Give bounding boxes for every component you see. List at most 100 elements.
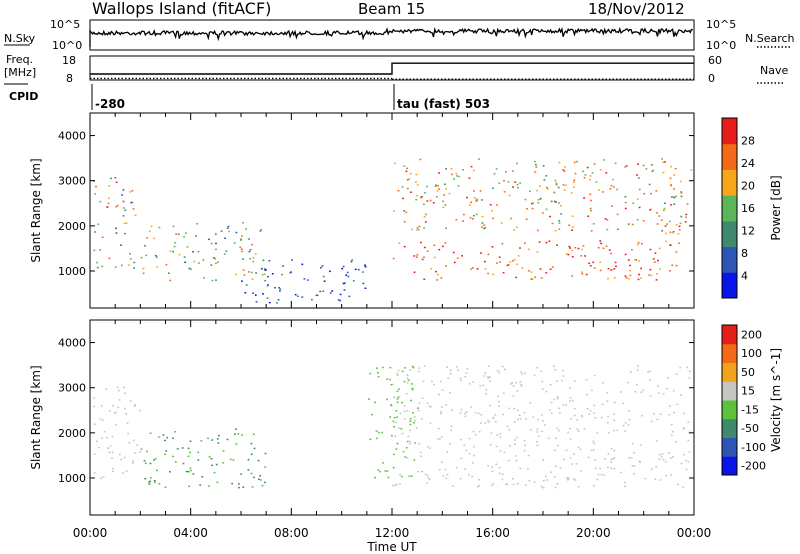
data-cell xyxy=(96,440,98,443)
data-cell xyxy=(297,295,299,297)
data-cell xyxy=(409,418,412,420)
data-cell xyxy=(504,368,506,371)
data-cell xyxy=(434,185,437,187)
data-cell xyxy=(125,470,128,472)
data-cell xyxy=(492,217,494,220)
data-cell xyxy=(685,216,687,218)
data-cell xyxy=(674,167,677,170)
data-cell xyxy=(515,381,517,384)
data-cell xyxy=(568,245,571,248)
data-cell xyxy=(613,419,615,421)
data-cell xyxy=(426,474,429,477)
data-cell xyxy=(435,196,438,198)
data-cell xyxy=(120,244,122,246)
data-cell xyxy=(423,203,425,205)
data-cell xyxy=(259,475,262,477)
data-cell xyxy=(509,445,511,447)
data-cell xyxy=(158,226,161,229)
data-cell xyxy=(422,380,425,383)
data-cell xyxy=(255,301,258,303)
data-cell xyxy=(403,410,406,413)
data-cell xyxy=(480,252,482,254)
data-cell xyxy=(664,161,666,163)
data-cell xyxy=(268,301,271,304)
data-cell xyxy=(514,421,516,423)
data-cell xyxy=(144,245,146,247)
data-cell xyxy=(428,447,431,449)
colorbar-tick-label: 4 xyxy=(741,270,748,283)
data-cell xyxy=(495,463,498,465)
data-cell xyxy=(547,437,550,440)
data-cell xyxy=(652,413,655,415)
colorbar-segment xyxy=(722,325,737,345)
data-cell xyxy=(395,483,398,486)
data-cell xyxy=(520,371,522,373)
data-cell xyxy=(581,248,584,251)
data-cell xyxy=(406,374,409,376)
data-cell xyxy=(614,261,617,264)
data-cell xyxy=(492,273,495,276)
data-cell xyxy=(657,385,659,387)
data-cell xyxy=(450,429,452,432)
data-cell xyxy=(125,222,128,224)
colorbar-frame xyxy=(721,117,738,299)
data-cell xyxy=(554,179,557,182)
cpid-panel: CPID -280 tau (fast) 503 xyxy=(4,83,490,111)
data-cell xyxy=(250,472,253,475)
data-cell xyxy=(484,393,487,395)
data-cell xyxy=(478,158,480,160)
data-cell xyxy=(464,376,467,378)
data-cell xyxy=(481,226,483,228)
data-cell xyxy=(438,172,440,174)
data-cell xyxy=(675,373,678,375)
data-cell xyxy=(465,411,468,413)
data-cell xyxy=(412,412,414,414)
data-cell xyxy=(456,257,459,259)
data-cell xyxy=(571,215,574,217)
data-cell xyxy=(577,485,580,488)
data-cell xyxy=(687,461,690,463)
data-cell xyxy=(419,158,422,161)
data-cell xyxy=(225,250,228,252)
data-cell xyxy=(671,434,673,437)
data-cell xyxy=(429,422,432,425)
data-cell xyxy=(670,196,673,198)
data-cell xyxy=(554,465,557,467)
data-cell xyxy=(442,206,445,208)
data-cell xyxy=(627,223,630,225)
data-cell xyxy=(639,277,642,279)
data-cell xyxy=(189,467,192,469)
data-cell xyxy=(445,477,447,479)
data-cell xyxy=(637,177,640,179)
data-cell xyxy=(569,400,571,402)
data-cell xyxy=(613,457,616,459)
data-cell xyxy=(362,282,365,285)
data-cell xyxy=(387,476,390,479)
data-cell xyxy=(622,402,625,405)
data-cell xyxy=(688,377,691,379)
data-cell xyxy=(396,416,399,418)
data-cell xyxy=(342,265,345,268)
data-cell xyxy=(606,228,609,231)
data-cell xyxy=(487,272,489,275)
data-cell xyxy=(368,398,370,400)
data-cell xyxy=(457,369,459,372)
data-cell xyxy=(98,446,100,449)
data-cell xyxy=(354,268,357,271)
data-cell xyxy=(666,387,668,390)
data-cell xyxy=(560,205,562,207)
data-cell xyxy=(429,406,432,408)
data-cell xyxy=(423,227,425,229)
data-cell xyxy=(120,264,123,267)
data-cell xyxy=(515,436,518,439)
data-cell xyxy=(517,418,519,421)
data-cell xyxy=(624,166,627,168)
data-cell xyxy=(108,197,110,200)
data-cell xyxy=(381,431,384,434)
data-cell xyxy=(186,246,189,248)
data-cell xyxy=(571,229,573,231)
data-cell xyxy=(208,456,211,458)
data-cell xyxy=(576,160,578,163)
data-cell xyxy=(524,242,526,244)
data-cell xyxy=(156,469,158,472)
